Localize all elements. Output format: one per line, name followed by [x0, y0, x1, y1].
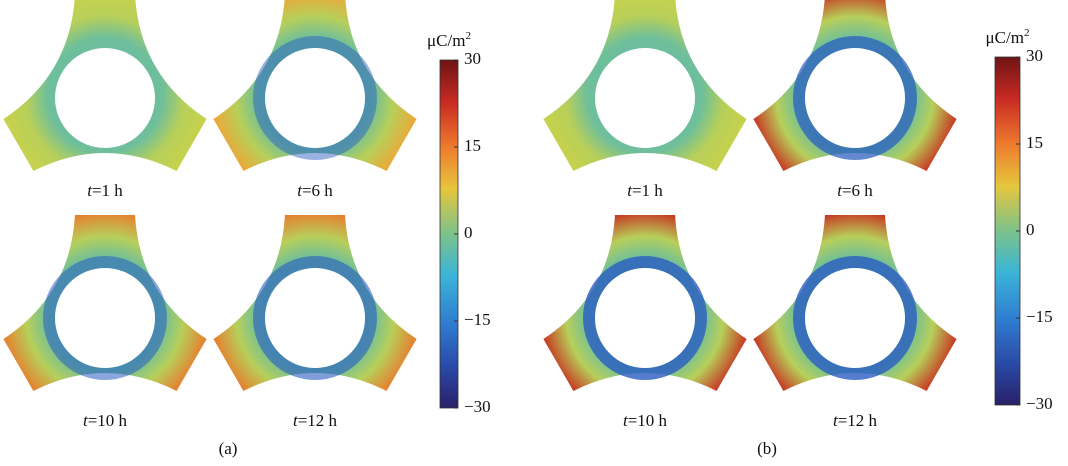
colorbar-tick-label: 15	[464, 136, 481, 155]
time-label: t=1 h	[627, 181, 663, 200]
colorbar-tick-label: 30	[464, 49, 481, 68]
time-value: =12 h	[298, 411, 338, 430]
colorbar-tick-label: 0	[1026, 220, 1035, 239]
colorbar-tick-label: −15	[1026, 307, 1053, 326]
hole	[595, 48, 695, 148]
colorbar-tick-label: 15	[1026, 133, 1043, 152]
time-value: =10 h	[88, 411, 128, 430]
hole	[55, 268, 155, 368]
colorbar-unit: μC/m2	[427, 30, 471, 50]
time-label: t=10 h	[623, 411, 668, 430]
colorbar-tick-label: −15	[464, 310, 491, 329]
panel-label: (a)	[219, 439, 238, 458]
panel-label: (b)	[757, 439, 777, 458]
unit-text: μC/m	[986, 28, 1024, 47]
unit-text: μC/m	[427, 31, 465, 50]
colorbar-tick-label: 0	[464, 223, 473, 242]
hole	[805, 268, 905, 368]
time-value: =12 h	[838, 411, 878, 430]
unit-exponent: 2	[1024, 27, 1030, 39]
time-label: t=6 h	[837, 181, 873, 200]
unit-exponent: 2	[465, 30, 471, 42]
time-value: =6 h	[842, 181, 873, 200]
hole	[805, 48, 905, 148]
hole	[595, 268, 695, 368]
time-label: t=6 h	[297, 181, 333, 200]
figure: t=1 ht=6 ht=10 ht=12 h(a)μC/m230150−15−3…	[0, 0, 1068, 466]
colorbar-unit: μC/m2	[986, 27, 1030, 47]
colorbar-tick-label: 30	[1026, 46, 1043, 65]
time-label: t=10 h	[83, 411, 128, 430]
hole	[55, 48, 155, 148]
time-value: =10 h	[628, 411, 668, 430]
colorbar-tick-label: −30	[464, 397, 491, 416]
time-value: =1 h	[632, 181, 663, 200]
time-label: t=12 h	[833, 411, 878, 430]
time-label: t=1 h	[87, 181, 123, 200]
time-value: =6 h	[302, 181, 333, 200]
hole	[265, 268, 365, 368]
hole	[265, 48, 365, 148]
time-value: =1 h	[92, 181, 123, 200]
time-label: t=12 h	[293, 411, 338, 430]
colorbar-tick-label: −30	[1026, 394, 1053, 413]
